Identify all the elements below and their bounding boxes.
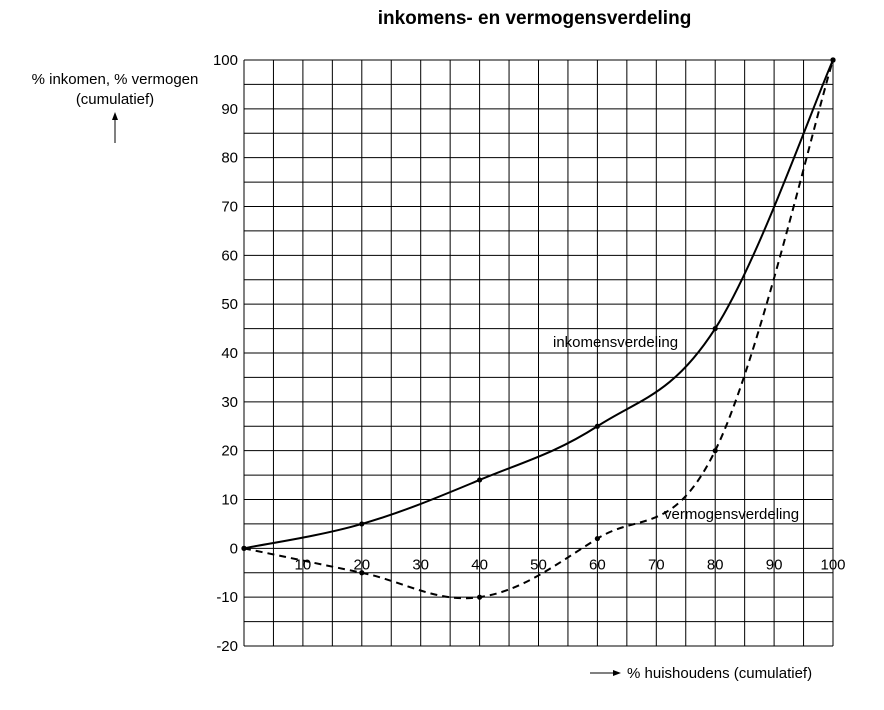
y-tick-label: 10 [221,492,238,509]
y-axis-label-line2: (cumulatief) [76,91,154,108]
y-tick-label: 90 [221,101,238,118]
data-point-vermogensverdeling [830,57,836,63]
x-tick-label: 40 [471,556,488,573]
data-point-inkomensverdeling [712,325,718,332]
data-point-vermogensverdeling [594,535,601,542]
y-tick-label: 0 [230,540,238,557]
data-point-inkomensverdeling [359,521,365,527]
x-tick-label: 60 [589,556,606,573]
y-tick-label: 100 [213,52,238,69]
x-tick-label: 50 [530,556,547,573]
x-tick-label: 100 [820,556,845,573]
x-axis-arrow [590,670,621,676]
y-tick-label: 20 [221,443,238,460]
y-axis-label-line1: % inkomen, % vermogen [32,71,199,88]
x-tick-label: 20 [353,556,370,573]
series-label-inkomensverdeling: inkomensverdeling [553,334,678,351]
series-label-vermogensverdeling: vermogensverdeling [664,506,799,523]
x-tick-label: 80 [707,556,724,573]
x-axis-label: % huishoudens (cumulatief) [627,665,812,682]
data-point-inkomensverdeling [477,477,483,483]
y-tick-label: -20 [216,638,238,655]
data-point-inkomensverdeling [594,423,601,429]
x-tick-label: 30 [412,556,429,573]
y-axis-arrow [112,112,118,143]
y-tick-label: -10 [216,589,238,606]
data-point-vermogensverdeling [712,448,718,454]
x-tick-label: 70 [648,556,665,573]
chart-title: inkomens- en vermogensverdeling [377,8,692,29]
grid [243,59,834,647]
data-point-vermogensverdeling [359,570,365,576]
y-tick-label: 40 [221,345,238,362]
x-tick-labels: 10 20 30 40 50 60 70 80 90 100 [295,556,846,573]
x-tick-label: 90 [766,556,783,573]
data-point-vermogensverdeling [477,594,483,600]
y-tick-label: 30 [221,394,238,411]
y-tick-label: 60 [221,247,238,264]
y-tick-label: 70 [221,199,238,216]
y-tick-label: 50 [221,296,238,313]
y-tick-label: 80 [221,150,238,167]
data-point-vermogensverdeling [241,545,247,551]
series-points [241,57,836,600]
